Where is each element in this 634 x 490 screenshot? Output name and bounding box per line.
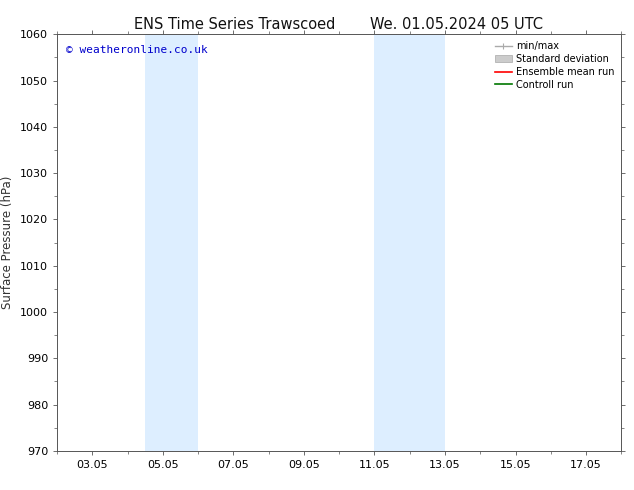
Text: © weatheronline.co.uk: © weatheronline.co.uk xyxy=(65,45,207,55)
Y-axis label: Surface Pressure (hPa): Surface Pressure (hPa) xyxy=(1,176,15,309)
Legend: min/max, Standard deviation, Ensemble mean run, Controll run: min/max, Standard deviation, Ensemble me… xyxy=(493,39,616,92)
Bar xyxy=(145,34,198,451)
Bar xyxy=(375,34,445,451)
Text: ENS Time Series Trawscoed: ENS Time Series Trawscoed xyxy=(134,17,335,32)
Text: We. 01.05.2024 05 UTC: We. 01.05.2024 05 UTC xyxy=(370,17,543,32)
